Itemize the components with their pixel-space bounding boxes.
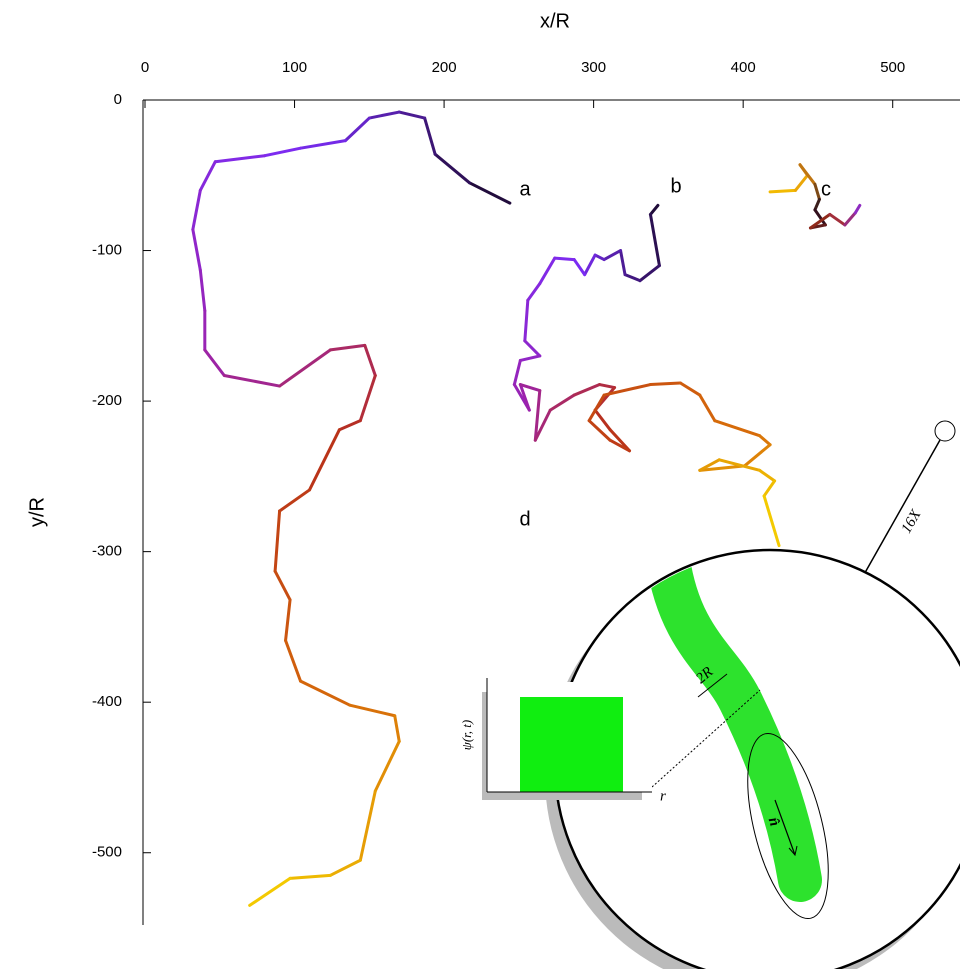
trajectory-segment (680, 383, 699, 395)
trajectory-segment (301, 681, 350, 705)
y-tick-label: -500 (92, 844, 122, 861)
trajectory-segment (330, 860, 360, 875)
trajectory-segment (745, 445, 770, 466)
trajectory-segment (350, 705, 395, 716)
trajectory-segment (286, 600, 290, 641)
trajectory-segment (193, 190, 200, 229)
trajectory-label: a (519, 178, 531, 200)
inset-x-label: r (660, 788, 666, 804)
trajectory-segment (395, 716, 399, 742)
trajectory-segment (574, 385, 599, 396)
trajectory-segment (604, 251, 620, 260)
trajectory-segment (650, 214, 659, 265)
trajectory-segment (815, 199, 819, 210)
trajectory-segment (280, 350, 331, 386)
trajectory-segment (193, 229, 200, 270)
trajectory-segment (360, 791, 375, 860)
zoom-origin (935, 421, 955, 441)
trajectory-label: b (670, 175, 681, 197)
trajectory-segment (845, 213, 855, 225)
x-tick-label: 500 (880, 59, 905, 76)
trajectory-segment (555, 258, 574, 260)
x-tick-label: 400 (731, 59, 756, 76)
trajectory-segment (250, 878, 290, 905)
trajectory-segment (369, 112, 399, 118)
trajectory-segment (715, 421, 760, 436)
trajectory-segment (760, 470, 775, 481)
x-tick-label: 300 (581, 59, 606, 76)
trajectory-segment (830, 214, 845, 225)
trajectory-label: c (821, 178, 831, 200)
x-tick-label: 200 (432, 59, 457, 76)
trajectory-segment (425, 118, 435, 154)
trajectory-segment (470, 183, 510, 203)
trajectory-segment (330, 345, 364, 350)
trajectory-segment (265, 148, 301, 156)
inset-y-label: ψ(r, t) (459, 720, 474, 750)
trajectory-segment (764, 481, 774, 496)
chart: x/R y/R 16X n̂ 2R r ψ(r, t) 0 100 200 300 40… (0, 0, 960, 969)
trajectory-segment (650, 205, 657, 214)
trajectory-segment (514, 360, 520, 384)
trajectory-segment (528, 284, 540, 301)
trajectory-segment (574, 260, 584, 275)
trajectory-segment (650, 383, 680, 385)
trajectory-segment (585, 255, 595, 275)
y-tick-label: -100 (92, 242, 122, 259)
trajectory-segment (309, 430, 339, 490)
trajectory-segment (215, 156, 264, 162)
y-tick-label: -300 (92, 543, 122, 560)
trajectory-segment (360, 376, 375, 421)
trajectory-segment (520, 356, 539, 361)
inset: 16X n̂ 2R r ψ(r, t) (459, 421, 960, 969)
trajectory-segment (286, 640, 301, 681)
zoom-pointer (862, 440, 940, 578)
trajectory-segment (435, 154, 469, 183)
trajectory-segment (760, 436, 770, 445)
trajectory-segment (770, 190, 795, 192)
trajectory-label: d (519, 508, 530, 530)
trajectory-segment (345, 118, 369, 141)
trajectory-segment (855, 205, 859, 213)
x-axis-label: x/R (540, 10, 570, 32)
trajectory-segment (700, 395, 715, 421)
trajectory-segment (399, 112, 424, 118)
trajectory-segment (640, 266, 659, 281)
x-tick-label: 0 (141, 59, 149, 76)
trajectory-segment (625, 275, 640, 281)
trajectory-segment (815, 184, 819, 199)
trajectory-segment (595, 255, 604, 260)
trajectory-segment (280, 490, 310, 511)
trajectory-segment (275, 571, 290, 600)
trajectory-segment (301, 141, 346, 149)
trajectory-segment (200, 162, 215, 191)
x-tick-label: 100 (282, 59, 307, 76)
trajectory-segment (365, 345, 375, 375)
trajectory-segment (339, 421, 360, 430)
trajectory-segment (290, 875, 330, 878)
trajectory-segment (525, 300, 528, 341)
profile (520, 697, 623, 792)
trajectory-segment (540, 258, 555, 284)
y-tick-label: -400 (92, 693, 122, 710)
y-tick-label: -200 (92, 392, 122, 409)
trajectory-segment (796, 175, 808, 190)
trajectory-segment (600, 385, 615, 388)
y-axis-label: y/R (26, 497, 48, 527)
trajectory-segment (224, 376, 279, 387)
y-tick-label: 0 (114, 91, 122, 108)
zoom-label: 16X (899, 507, 925, 537)
trajectory-segment (375, 741, 399, 791)
trajectory-segment (200, 270, 204, 311)
trajectory-segment (621, 251, 625, 275)
trajectory-segment (275, 511, 279, 571)
trajectory-segment (525, 341, 540, 356)
trajectory-segment (205, 350, 224, 376)
trajectory-segment (550, 395, 574, 410)
trajectory-segment (764, 496, 779, 546)
